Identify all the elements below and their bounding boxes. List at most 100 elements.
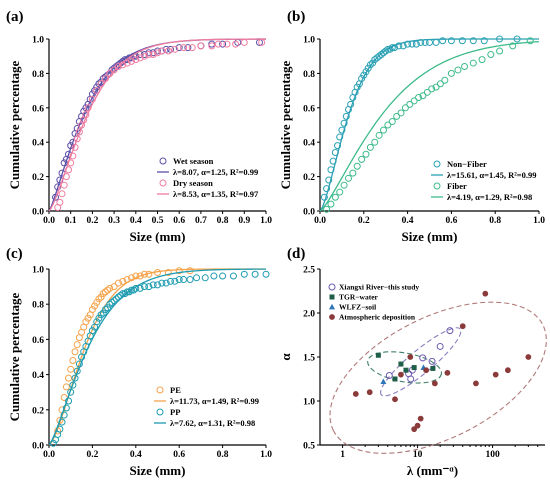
data-point — [140, 283, 148, 291]
data-point — [364, 64, 372, 72]
data-point — [114, 279, 122, 287]
x-tick-label: 0.8 — [217, 216, 229, 226]
legend-label: PE — [170, 385, 181, 395]
data-point — [414, 422, 421, 429]
panel-label: (b) — [287, 9, 305, 25]
x-tick-label: 0.1 — [65, 216, 77, 226]
data-point — [108, 298, 116, 306]
data-point — [380, 49, 388, 57]
y-tick-label: 0.8 — [32, 70, 44, 80]
data-point — [410, 97, 418, 105]
data-point — [93, 318, 101, 326]
data-point — [496, 47, 504, 55]
series-1 — [319, 37, 540, 213]
data-point — [398, 361, 404, 367]
x-tick-label: 100 — [485, 450, 500, 460]
data-point — [73, 135, 81, 143]
y-tick-label: 0.8 — [303, 70, 315, 80]
data-point — [214, 40, 222, 48]
data-point — [371, 138, 379, 146]
data-point — [223, 40, 231, 48]
data-point — [219, 272, 227, 280]
x-tick-label: 0.0 — [314, 216, 326, 226]
data-point — [117, 59, 125, 67]
data-point — [419, 354, 427, 362]
data-point — [110, 66, 118, 74]
data-point — [417, 38, 425, 46]
legend-fit-label: λ=8.53, α=1.35, R²=0.97 — [173, 189, 259, 199]
data-point — [136, 284, 144, 292]
data-point — [232, 40, 240, 48]
data-point — [251, 270, 259, 278]
data-point — [240, 270, 248, 278]
data-point — [229, 272, 237, 280]
fit-curve — [319, 38, 539, 212]
fit-curve — [319, 40, 540, 212]
data-point — [154, 281, 161, 289]
data-point — [60, 393, 68, 401]
data-point — [469, 37, 477, 45]
panel-c: 0.0 0.2 0.4 0.6 0.8 1.0 0.0 0.2 0.4 0.6 0.8 1.0 Size… — [6, 246, 272, 478]
data-point — [327, 200, 335, 208]
data-point — [145, 283, 153, 291]
y-tick-label: 2.0 — [303, 310, 315, 320]
y-tick-label: 0.6 — [32, 336, 44, 346]
y-tick-label: 0.2 — [32, 173, 44, 183]
y-axis-label: α — [278, 353, 293, 361]
data-point — [186, 276, 194, 284]
legend-marker — [329, 294, 335, 300]
y-tick-label: 0.5 — [303, 442, 315, 452]
data-point — [415, 93, 423, 101]
data-point — [97, 293, 105, 301]
data-point — [336, 188, 344, 196]
x-tick-label: 0.7 — [195, 216, 207, 226]
legend-label: Fiber — [447, 181, 467, 191]
data-point — [353, 162, 361, 170]
legend-marker — [329, 303, 335, 310]
x-tick-label: 0.5 — [152, 216, 164, 226]
data-point — [436, 342, 444, 350]
legend-fit-label: λ=4.19, α=1.29, R²=0.98 — [447, 192, 532, 202]
data-point — [480, 37, 488, 45]
data-point — [91, 302, 99, 310]
data-point — [461, 63, 469, 71]
data-point — [388, 118, 396, 126]
data-point — [412, 40, 420, 48]
data-point — [441, 76, 449, 84]
data-point — [127, 57, 135, 65]
data-point — [419, 92, 427, 100]
data-point — [423, 88, 431, 96]
data-point — [358, 155, 366, 163]
data-point — [60, 181, 68, 189]
series-1 — [48, 38, 267, 212]
data-point — [366, 389, 373, 396]
data-point — [473, 380, 479, 387]
data-point — [73, 341, 81, 349]
x-tick-label: 1.0 — [260, 450, 272, 460]
data-point — [375, 352, 381, 358]
data-point — [458, 37, 466, 45]
data-point — [171, 45, 179, 53]
data-point — [125, 288, 133, 296]
data-point — [432, 38, 440, 46]
legend-marker — [329, 314, 335, 320]
panel-label: (a) — [6, 9, 24, 25]
data-point — [377, 50, 385, 58]
data-point — [119, 277, 127, 285]
x-tick-label: 1 — [340, 450, 345, 460]
data-point — [375, 52, 383, 60]
data-point — [69, 357, 77, 365]
x-tick-label: 1.0 — [260, 216, 272, 226]
data-point — [82, 318, 90, 326]
data-point — [149, 50, 157, 58]
panel-b: 0.0 0.2 0.4 0.6 0.8 1.0 0.0 0.2 0.4 0.6 0.8 1.0 Size… — [278, 9, 545, 244]
data-point — [392, 396, 398, 403]
y-tick-label: 1.0 — [303, 398, 315, 408]
data-point — [95, 295, 103, 303]
data-point — [446, 327, 454, 335]
data-point — [373, 54, 381, 62]
data-point — [369, 59, 377, 67]
y-axis-label: Cumulative percentage — [7, 292, 22, 421]
